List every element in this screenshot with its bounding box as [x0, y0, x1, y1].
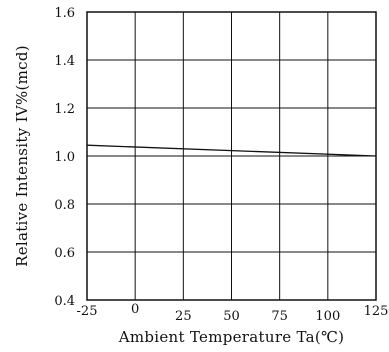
y-tick-label: 1.0	[54, 150, 75, 165]
y-axis-title: Relative Intensity IV%(mcd)	[13, 45, 31, 267]
x-tick-label: 75	[271, 309, 288, 324]
y-tick-label: 0.8	[54, 198, 75, 213]
x-axis-title: Ambient Temperature Ta(℃)	[118, 328, 345, 346]
y-tick-label: 0.4	[54, 294, 75, 309]
x-tick-label: 125	[364, 304, 389, 319]
x-tick-label: 0	[131, 302, 139, 317]
y-tick-label: 1.6	[54, 6, 75, 21]
x-tick-labels: -25 0 25 50 75 100 125	[77, 302, 389, 324]
x-tick-label: 50	[223, 309, 240, 324]
series-layer	[86, 144, 377, 157]
x-tick-label: -25	[77, 304, 98, 319]
x-tick-label: 25	[175, 309, 192, 324]
y-tick-labels: 0.4 0.6 0.8 1.0 1.2 1.4 1.6	[54, 6, 75, 309]
y-tick-label: 1.4	[54, 54, 75, 69]
grid	[87, 12, 376, 300]
x-tick-label: 100	[315, 309, 340, 324]
y-tick-label: 0.6	[54, 246, 75, 261]
series-line	[86, 144, 377, 157]
y-tick-label: 1.2	[54, 102, 75, 117]
